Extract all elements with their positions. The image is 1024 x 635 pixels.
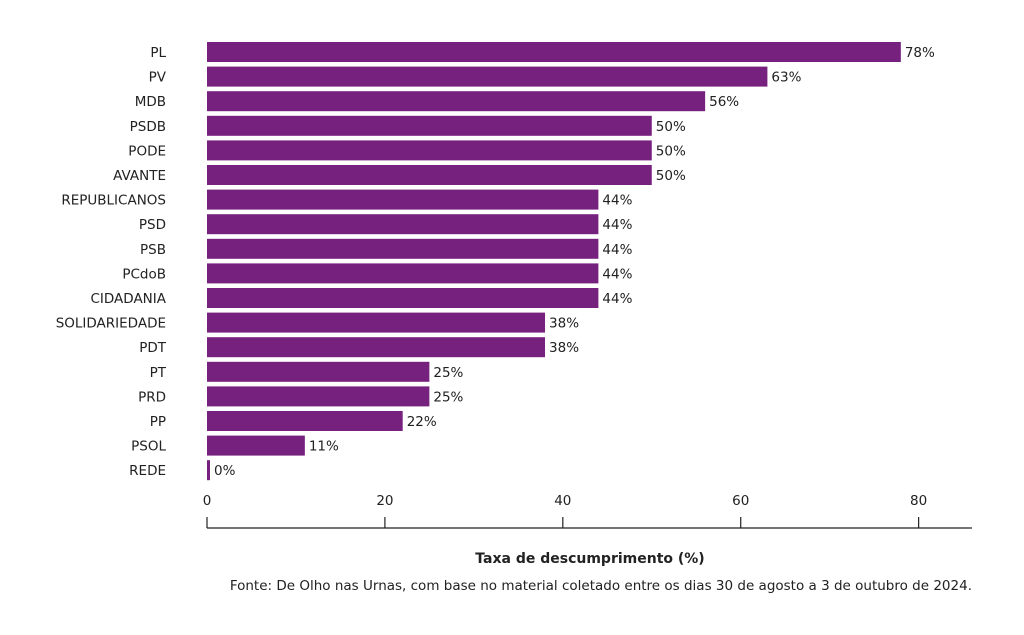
category-label: CIDADANIA	[90, 291, 166, 307]
bar-psdb	[207, 115, 652, 136]
category-label: PSD	[139, 217, 166, 233]
category-label: PSB	[140, 242, 166, 258]
bar-pt	[207, 361, 430, 382]
value-label: 63%	[771, 70, 801, 86]
category-label: MDB	[135, 94, 166, 110]
value-label: 50%	[656, 168, 686, 184]
bar-pode	[207, 140, 652, 161]
value-label: 44%	[602, 193, 632, 209]
category-label: PSDB	[130, 119, 166, 135]
category-label: PP	[150, 414, 166, 430]
category-label: PV	[149, 70, 167, 86]
bars-group	[207, 42, 901, 481]
value-label: 44%	[602, 266, 632, 282]
category-label: AVANTE	[113, 168, 166, 184]
value-label: 50%	[656, 119, 686, 135]
value-labels: 78% 63% 56% 50% 50% 50% 44% 44% 44% 44% 44% 38% 38% 2…	[214, 45, 935, 479]
bar-psd	[207, 214, 599, 235]
bar-mdb	[207, 91, 706, 112]
value-label: 38%	[549, 340, 579, 356]
x-tick-label: 60	[732, 493, 749, 509]
bar-psb	[207, 238, 599, 259]
x-ticks: 0 20 40 60 80	[203, 493, 927, 528]
x-tick-label: 80	[910, 493, 927, 509]
value-label: 50%	[656, 143, 686, 159]
category-label: PCdoB	[122, 266, 166, 282]
value-label: 38%	[549, 316, 579, 332]
category-labels: PL PV MDB PSDB PODE AVANTE REPUBLICANOS PSD PSB P…	[56, 45, 167, 479]
bar-pp	[207, 411, 403, 431]
value-label: 56%	[709, 94, 739, 110]
category-label: PODE	[128, 143, 166, 159]
category-label: PRD	[138, 389, 166, 405]
bar-pl	[207, 42, 901, 62]
category-label: PL	[150, 45, 166, 61]
category-label: PSOL	[131, 439, 166, 455]
x-tick-label: 0	[203, 493, 212, 509]
category-label: PDT	[139, 340, 167, 356]
value-label: 44%	[602, 217, 632, 233]
value-label: 0%	[214, 463, 236, 479]
value-label: 25%	[433, 389, 463, 405]
bar-pdt	[207, 337, 546, 358]
category-label: PT	[150, 365, 167, 381]
bar-cidadania	[207, 288, 599, 308]
bar-rede	[207, 460, 210, 481]
x-tick-label: 40	[554, 493, 571, 509]
value-label: 22%	[407, 414, 437, 430]
bar-psol	[207, 435, 305, 456]
bar-avante	[207, 165, 652, 185]
category-label: SOLIDARIEDADE	[56, 316, 166, 332]
value-label: 44%	[602, 242, 632, 258]
x-axis: 0 20 40 60 80	[203, 493, 972, 529]
category-label: REPUBLICANOS	[61, 193, 166, 209]
value-label: 44%	[602, 291, 632, 307]
value-label: 25%	[433, 365, 463, 381]
bar-pcdob	[207, 263, 599, 284]
value-label: 78%	[905, 45, 935, 61]
bar-prd	[207, 386, 430, 407]
bar-solidariedade	[207, 312, 546, 333]
bar-pv	[207, 66, 768, 87]
source-note: Fonte: De Olho nas Urnas, com base no ma…	[230, 578, 972, 594]
bar-republicanos	[207, 189, 599, 210]
x-tick-label: 20	[376, 493, 393, 509]
value-label: 11%	[309, 439, 339, 455]
x-axis-title: Taxa de descumprimento (%)	[475, 551, 704, 567]
category-label: REDE	[129, 463, 166, 479]
